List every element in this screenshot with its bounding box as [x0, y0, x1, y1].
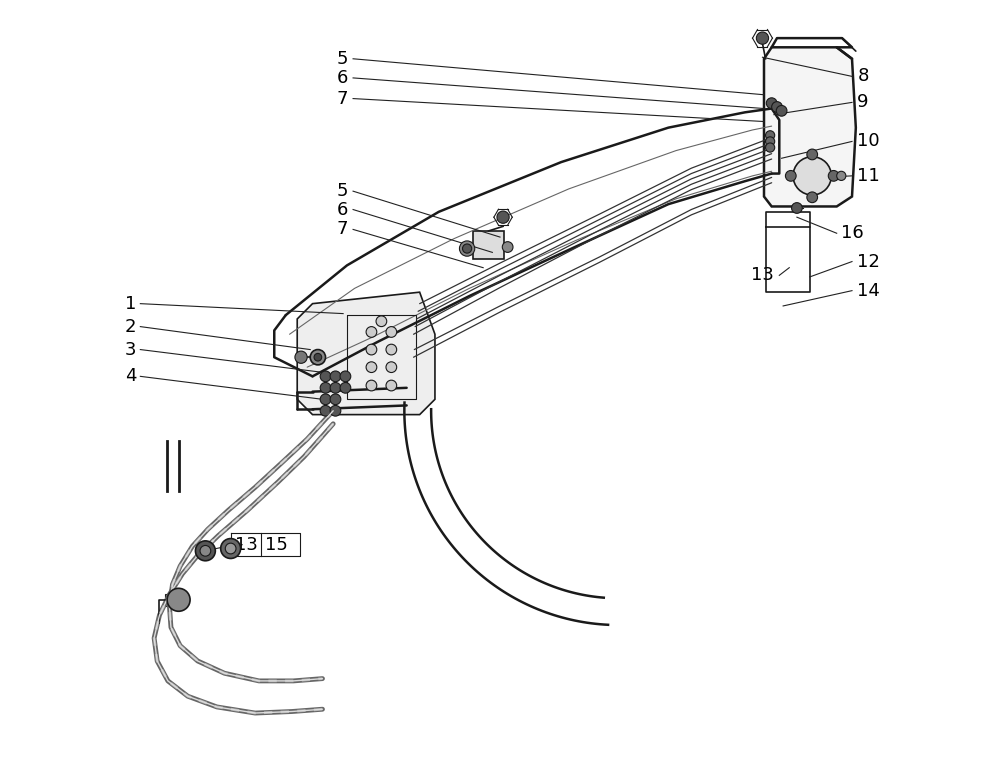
Circle shape: [200, 545, 211, 556]
Text: 2: 2: [125, 318, 137, 336]
Circle shape: [330, 406, 341, 416]
Text: 7: 7: [337, 90, 348, 108]
Text: 12: 12: [857, 253, 880, 270]
Circle shape: [792, 203, 802, 214]
Text: 8: 8: [857, 68, 869, 85]
Circle shape: [766, 131, 775, 140]
Text: 1: 1: [125, 295, 137, 313]
Text: 4: 4: [125, 367, 137, 386]
Text: 5: 5: [337, 50, 348, 68]
Circle shape: [497, 211, 509, 223]
Text: 6: 6: [337, 69, 348, 87]
Circle shape: [837, 171, 846, 180]
Circle shape: [366, 362, 377, 372]
Circle shape: [756, 32, 769, 45]
Circle shape: [386, 344, 397, 355]
Circle shape: [772, 101, 782, 112]
Bar: [165, 594, 182, 606]
Circle shape: [828, 170, 839, 181]
Text: 14: 14: [857, 282, 880, 300]
Text: 7: 7: [337, 220, 348, 238]
Text: 13: 13: [751, 266, 774, 284]
Circle shape: [766, 137, 775, 146]
Circle shape: [386, 326, 397, 337]
Bar: [473, 231, 504, 259]
Circle shape: [295, 351, 307, 363]
Text: 15: 15: [265, 536, 288, 554]
Circle shape: [463, 244, 472, 253]
Circle shape: [459, 241, 475, 257]
Circle shape: [320, 382, 331, 393]
Circle shape: [221, 538, 241, 558]
Circle shape: [376, 316, 387, 326]
Circle shape: [340, 382, 351, 393]
Text: 3: 3: [125, 340, 137, 359]
Circle shape: [320, 406, 331, 416]
Circle shape: [320, 371, 331, 382]
Circle shape: [776, 105, 787, 116]
Text: 6: 6: [337, 200, 348, 219]
Circle shape: [314, 353, 322, 361]
Text: 16: 16: [841, 224, 863, 242]
Polygon shape: [297, 292, 435, 415]
Circle shape: [766, 143, 775, 152]
Text: 9: 9: [857, 94, 869, 111]
Circle shape: [320, 394, 331, 405]
Circle shape: [807, 149, 818, 160]
Circle shape: [310, 349, 326, 365]
Circle shape: [225, 543, 236, 554]
Text: 11: 11: [857, 167, 880, 185]
Circle shape: [386, 380, 397, 391]
Text: 5: 5: [337, 182, 348, 200]
Circle shape: [785, 170, 796, 181]
Circle shape: [766, 98, 777, 108]
Polygon shape: [764, 48, 856, 207]
Circle shape: [502, 242, 513, 253]
Text: 10: 10: [857, 132, 880, 151]
Circle shape: [366, 344, 377, 355]
Text: 13: 13: [235, 536, 257, 554]
Circle shape: [386, 362, 397, 372]
Circle shape: [195, 541, 215, 561]
Circle shape: [167, 588, 190, 611]
Circle shape: [366, 380, 377, 391]
Circle shape: [340, 371, 351, 382]
Circle shape: [793, 157, 831, 195]
Circle shape: [330, 371, 341, 382]
Circle shape: [807, 192, 818, 203]
Circle shape: [330, 394, 341, 405]
Circle shape: [366, 326, 377, 337]
Circle shape: [330, 382, 341, 393]
